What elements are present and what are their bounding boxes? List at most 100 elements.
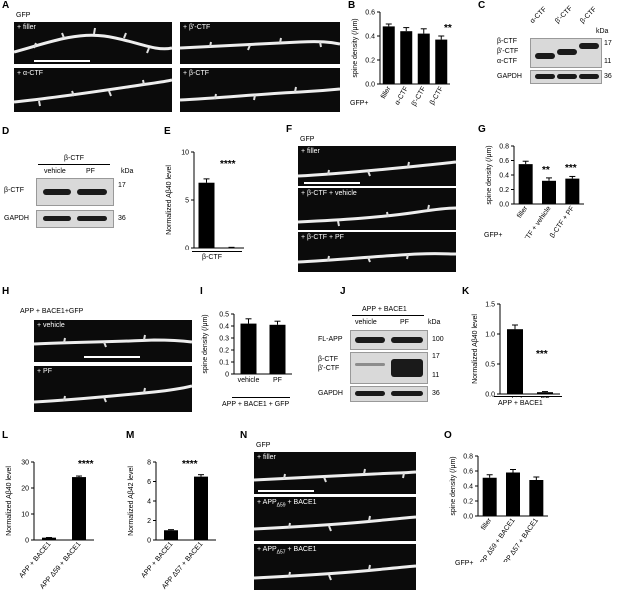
panel-h-title: APP + BACE1+GFP bbox=[20, 308, 84, 315]
chart-o: 0.0 0.2 0.4 0.6 0.8 spine density (/μm) filler… bbox=[450, 454, 548, 562]
chart-g-bar bbox=[565, 178, 580, 204]
chart-i-bar bbox=[240, 323, 257, 374]
blot-j-marker-3: 11 bbox=[432, 372, 440, 379]
scale-bar bbox=[258, 490, 314, 492]
panel-label-m: M bbox=[126, 430, 135, 441]
panel-label-l: L bbox=[2, 430, 9, 441]
micrograph-n-app57: + APPΔ57 + BACE1 bbox=[254, 544, 416, 590]
scale-bar bbox=[84, 356, 140, 358]
micrograph-f-filler-label: + filler bbox=[301, 148, 320, 155]
chart-b-x-tick-label: β-CTF bbox=[429, 86, 445, 107]
chart-b-y-tick-label: 0.2 bbox=[365, 58, 375, 65]
blot-c-col-1: α-CTF bbox=[529, 5, 549, 25]
blot-c-marker-3: 36 bbox=[604, 73, 612, 80]
chart-e-y-tick-label: 10 bbox=[181, 150, 189, 157]
chart-g-x-tick-label: β-CTF + PF bbox=[549, 205, 576, 238]
chart-l-y-tick-label: 30 bbox=[21, 460, 29, 467]
blot-j-header: APP + BACE1 bbox=[362, 306, 407, 313]
panel-label-g: G bbox=[478, 124, 486, 135]
chart-l-significance: **** bbox=[78, 459, 94, 470]
chart-k-group-line bbox=[494, 396, 562, 397]
blot-j-ctf bbox=[350, 352, 428, 384]
chart-o-y-tick-label: 0.4 bbox=[463, 484, 473, 491]
blot-j-marker-2: 17 bbox=[432, 353, 440, 360]
micrograph-h-vehicle-label: + vehicle bbox=[37, 322, 65, 329]
blot-d-marker-2: 36 bbox=[118, 215, 126, 222]
blot-c-ctf bbox=[530, 38, 602, 68]
chart-o-group-prefix: GFP+ bbox=[455, 560, 474, 567]
chart-i-y-tick-label: 0.3 bbox=[219, 336, 229, 343]
blot-j-marker-1: 100 bbox=[432, 336, 444, 343]
chart-l-y-label: Normalized Aβ40 level bbox=[6, 466, 13, 536]
micrograph-n-app57-label: + APPΔ57 + BACE1 bbox=[257, 546, 317, 556]
chart-i: 0 0.1 0.2 0.3 0.4 0.5 spine density (/μm) vehic… bbox=[202, 312, 292, 384]
chart-i-group: APP + BACE1 + GFP bbox=[222, 401, 290, 408]
chart-o-y-tick-label: 0.6 bbox=[463, 469, 473, 476]
micrograph-f-pf-label: + β-CTF + PF bbox=[301, 234, 344, 241]
panel-label-a: A bbox=[2, 0, 10, 11]
blot-j-kda: kDa bbox=[428, 319, 441, 326]
micrograph-a-alpha-label: + α-CTF bbox=[17, 70, 44, 77]
chart-m-y-tick-label: 4 bbox=[147, 499, 151, 506]
chart-g-x-tick-label: filler bbox=[516, 205, 529, 220]
chart-b-y-tick-label: 0.4 bbox=[365, 34, 375, 41]
panel-label-f: F bbox=[286, 124, 293, 135]
chart-e-significance: **** bbox=[220, 159, 236, 170]
chart-k-x-tick-label: PF bbox=[541, 397, 550, 398]
chart-e-bar bbox=[198, 182, 215, 248]
micrograph-a-beta-prime: + β'-CTF bbox=[180, 22, 340, 64]
chart-b-x-tick-label: β'-CTF bbox=[411, 86, 428, 108]
blot-c-col-3: β-CTF bbox=[579, 5, 599, 25]
chart-g-y-label: spine density (/μm) bbox=[486, 145, 493, 204]
blot-c-row-3: α-CTF bbox=[497, 58, 517, 65]
micrograph-n-filler: + filler bbox=[254, 452, 416, 494]
chart-g-bar bbox=[518, 164, 533, 204]
blot-j-row-3: β'-CTF bbox=[318, 365, 340, 372]
micrograph-a-beta: + β-CTF bbox=[180, 68, 340, 112]
blot-c-marker-2: 11 bbox=[604, 58, 612, 65]
micrograph-h-pf-label: + PF bbox=[37, 368, 52, 375]
chart-b-y-label: spine density (/μm) bbox=[352, 18, 359, 77]
chart-b-bar bbox=[435, 39, 448, 84]
panel-label-j: J bbox=[340, 286, 346, 297]
chart-g-y-tick-label: 0.8 bbox=[499, 144, 509, 151]
blot-c-marker-1: 17 bbox=[604, 40, 612, 47]
chart-m-x-tick-label: APP + BACE1 bbox=[140, 541, 174, 580]
chart-e-group: β-CTF bbox=[202, 254, 222, 261]
chart-i-y-label: spine density (/μm) bbox=[202, 314, 209, 373]
blot-c-row-2: β'-CTF bbox=[497, 48, 519, 55]
chart-b-bar bbox=[400, 31, 413, 84]
blot-c-kda: kDa bbox=[596, 28, 609, 35]
chart-i-y-tick-label: 0.4 bbox=[219, 324, 229, 331]
micrograph-a-filler-label: + filler bbox=[17, 24, 36, 31]
chart-g: 0.0 0.2 0.4 0.6 0.8 spine density (/μm) filler… bbox=[486, 144, 584, 238]
chart-e-bar bbox=[223, 247, 240, 249]
micrograph-f-vehicle-label: + β-CTF + vehicle bbox=[301, 190, 357, 197]
chart-b-x-tick-label: α-CTF bbox=[394, 86, 410, 107]
blot-c-row-4: GAPDH bbox=[497, 73, 522, 80]
blot-j-col-2: PF bbox=[400, 319, 409, 326]
chart-i-group-line bbox=[232, 397, 290, 398]
chart-b-bar bbox=[417, 33, 430, 84]
scale-bar bbox=[34, 60, 90, 62]
blot-j-header-line bbox=[352, 315, 424, 316]
blot-d-header: β-CTF bbox=[64, 155, 84, 162]
chart-k: 0.0 0.5 1.0 1.5 Normalized Aβ40 level vehicle… bbox=[472, 302, 560, 398]
chart-e-group-line bbox=[192, 251, 242, 252]
blot-d-col-2: PF bbox=[86, 168, 95, 175]
chart-l-bar bbox=[42, 537, 56, 540]
chart-g-bar bbox=[542, 180, 556, 204]
chart-l-x-tick-label: APP + BACE1 bbox=[18, 541, 52, 580]
panel-label-i: I bbox=[200, 286, 203, 297]
micrograph-n-app59: + APPΔ59 + BACE1 bbox=[254, 497, 416, 541]
chart-g-y-tick-label: 0.2 bbox=[499, 187, 509, 194]
blot-j-col-1: vehicle bbox=[355, 319, 377, 326]
chart-k-y-tick-label: 0.5 bbox=[485, 362, 495, 369]
panel-label-k: K bbox=[462, 286, 470, 297]
panel-label-c: C bbox=[478, 0, 486, 11]
blot-d-header-line bbox=[38, 164, 110, 165]
panel-n-gfp: GFP bbox=[256, 442, 271, 449]
micrograph-f-vehicle: + β-CTF + vehicle bbox=[298, 188, 456, 230]
blot-d-gapdh bbox=[36, 210, 114, 228]
